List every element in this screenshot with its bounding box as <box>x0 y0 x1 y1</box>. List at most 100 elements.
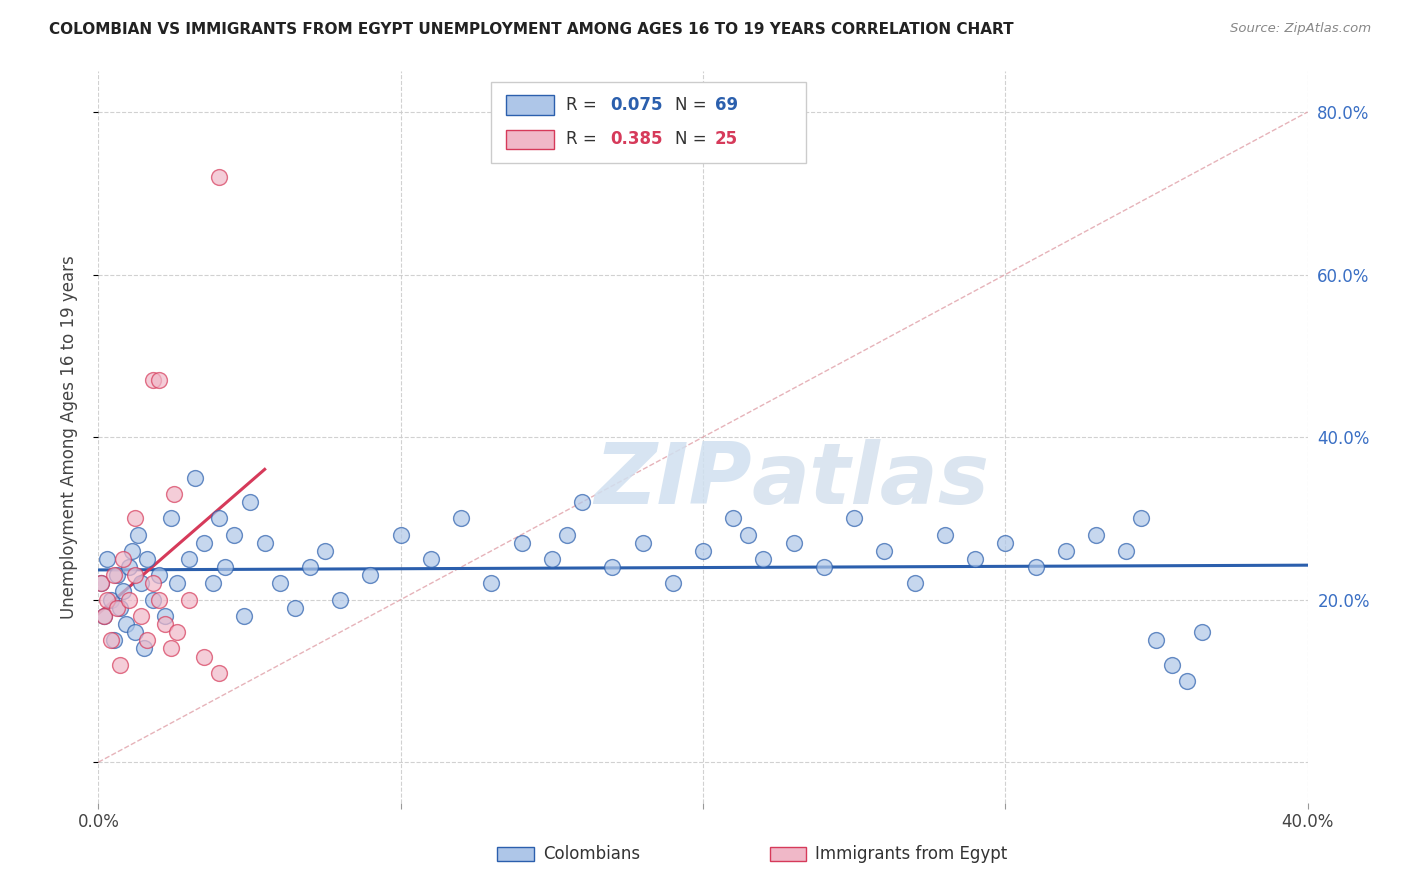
Point <box>142 576 165 591</box>
Text: 0.385: 0.385 <box>610 130 662 148</box>
FancyBboxPatch shape <box>769 847 806 862</box>
Point <box>299 560 322 574</box>
Point <box>224 527 246 541</box>
Text: R =: R = <box>567 130 602 148</box>
Point <box>135 552 157 566</box>
Point <box>105 568 128 582</box>
Point <box>166 625 188 640</box>
Point <box>602 560 624 574</box>
Point <box>105 600 128 615</box>
Point <box>1054 544 1077 558</box>
Point <box>555 527 578 541</box>
Point <box>129 576 152 591</box>
Text: 25: 25 <box>716 130 738 148</box>
Point <box>153 617 176 632</box>
Point <box>540 552 562 566</box>
Text: Immigrants from Egypt: Immigrants from Egypt <box>815 845 1008 863</box>
FancyBboxPatch shape <box>492 82 806 163</box>
Text: N =: N = <box>675 96 711 114</box>
Point <box>450 511 472 525</box>
Point <box>1191 625 1213 640</box>
Point <box>163 487 186 501</box>
Point <box>1144 633 1167 648</box>
Point <box>124 568 146 582</box>
Point <box>253 535 276 549</box>
Point <box>90 576 112 591</box>
Point <box>1115 544 1137 558</box>
Point <box>135 633 157 648</box>
Text: R =: R = <box>567 96 602 114</box>
Point <box>124 625 146 640</box>
Point <box>360 568 382 582</box>
Point <box>232 608 254 623</box>
Y-axis label: Unemployment Among Ages 16 to 19 years: Unemployment Among Ages 16 to 19 years <box>59 255 77 619</box>
Point <box>965 552 987 566</box>
Point <box>179 592 201 607</box>
Point <box>904 576 927 591</box>
Point <box>142 373 165 387</box>
Point <box>239 495 262 509</box>
Point <box>121 544 143 558</box>
Point <box>208 169 231 184</box>
Text: atlas: atlas <box>751 440 990 523</box>
Point <box>284 600 307 615</box>
Point <box>214 560 236 574</box>
Point <box>90 576 112 591</box>
FancyBboxPatch shape <box>506 95 554 114</box>
Text: N =: N = <box>675 130 711 148</box>
Point <box>193 649 215 664</box>
Point <box>148 592 170 607</box>
Point <box>100 592 122 607</box>
Point <box>103 568 125 582</box>
Point <box>723 511 745 525</box>
Point <box>1024 560 1046 574</box>
Point <box>631 535 654 549</box>
Point <box>420 552 443 566</box>
Point <box>208 665 231 680</box>
Point <box>193 535 215 549</box>
Point <box>160 511 183 525</box>
Point <box>127 527 149 541</box>
Point <box>118 560 141 574</box>
Point <box>1175 673 1198 688</box>
Point <box>934 527 956 541</box>
Point <box>148 373 170 387</box>
Point <box>103 633 125 648</box>
Text: ZIP: ZIP <box>593 440 751 523</box>
Point <box>661 576 683 591</box>
Point <box>1085 527 1108 541</box>
Point <box>129 608 152 623</box>
Point <box>389 527 412 541</box>
Point <box>813 560 835 574</box>
FancyBboxPatch shape <box>506 130 554 149</box>
Point <box>208 511 231 525</box>
Text: COLOMBIAN VS IMMIGRANTS FROM EGYPT UNEMPLOYMENT AMONG AGES 16 TO 19 YEARS CORREL: COLOMBIAN VS IMMIGRANTS FROM EGYPT UNEMP… <box>49 22 1014 37</box>
Point <box>269 576 291 591</box>
Point <box>329 592 352 607</box>
Text: 69: 69 <box>716 96 738 114</box>
Point <box>571 495 593 509</box>
Point <box>118 592 141 607</box>
Point <box>111 584 134 599</box>
Text: Source: ZipAtlas.com: Source: ZipAtlas.com <box>1230 22 1371 36</box>
Point <box>481 576 503 591</box>
Point <box>510 535 533 549</box>
Text: 0.075: 0.075 <box>610 96 662 114</box>
Point <box>114 617 136 632</box>
Point <box>844 511 866 525</box>
Point <box>1160 657 1182 672</box>
Point <box>873 544 896 558</box>
Point <box>202 576 225 591</box>
Point <box>96 552 118 566</box>
Text: Colombians: Colombians <box>543 845 641 863</box>
Point <box>108 600 131 615</box>
Point <box>100 633 122 648</box>
Point <box>179 552 201 566</box>
FancyBboxPatch shape <box>498 847 534 862</box>
Point <box>160 641 183 656</box>
Point <box>737 527 759 541</box>
Point <box>108 657 131 672</box>
Point <box>1130 511 1153 525</box>
Point <box>692 544 714 558</box>
Point <box>184 471 207 485</box>
